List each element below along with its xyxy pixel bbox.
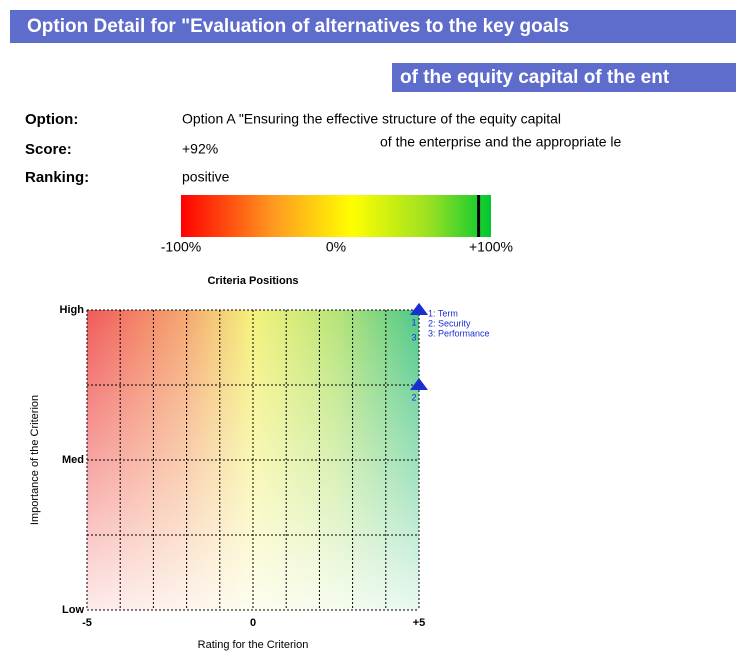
chart-title: Criteria Positions xyxy=(207,275,298,287)
x-axis-label: Rating for the Criterion xyxy=(198,639,309,651)
option-label: Option: xyxy=(25,111,78,128)
legend-entry: 2: Security xyxy=(428,318,471,328)
score-value: +92% xyxy=(182,141,218,157)
score-tick-label: -100% xyxy=(161,239,201,255)
header-subtitle: of the equity capital of the ent xyxy=(400,67,670,88)
score-tick-label: 0% xyxy=(326,239,346,255)
subheader-bar xyxy=(392,63,736,92)
point xyxy=(410,378,428,390)
legend-entry: 1: Term xyxy=(428,308,458,318)
score-bar xyxy=(181,195,491,237)
ranking-label: Ranking: xyxy=(25,169,89,186)
x-tick-label: 0 xyxy=(250,617,256,629)
y-tick-label: Low xyxy=(62,604,84,616)
option-value: Option A "Ensuring the effective structu… xyxy=(182,111,561,127)
point-label: 2 xyxy=(411,392,416,402)
y-tick-label: Med xyxy=(62,454,84,466)
score-label: Score: xyxy=(25,141,72,158)
point-label: 3 xyxy=(411,332,416,342)
header-bar xyxy=(10,10,736,43)
y-axis-label: Importance of the Criterion xyxy=(29,395,41,525)
x-tick-label: -5 xyxy=(82,617,92,629)
point-label: 1 xyxy=(411,317,416,327)
x-tick-label: +5 xyxy=(413,617,426,629)
option-value: of the enterprise and the appropriate le xyxy=(380,134,621,150)
y-tick-label: High xyxy=(60,304,85,316)
score-tick-label: +100% xyxy=(469,239,513,255)
ranking-value: positive xyxy=(182,169,230,185)
header-title: Option Detail for "Evaluation of alterna… xyxy=(27,16,569,37)
legend-entry: 3: Performance xyxy=(428,328,490,338)
point xyxy=(410,303,428,315)
